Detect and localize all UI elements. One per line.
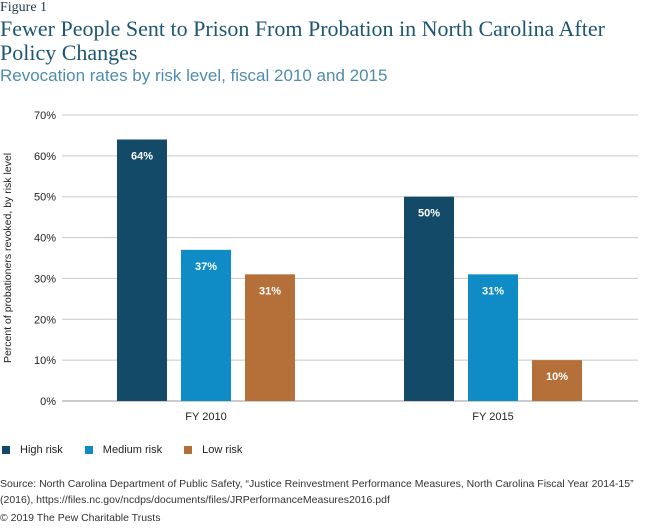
- y-tick-label: 0%: [40, 396, 56, 408]
- bar-data-label: 31%: [259, 285, 281, 297]
- bar-high-risk-fy-2015: [404, 196, 454, 401]
- x-tick-labels: FY 2010 FY 2015: [185, 411, 513, 423]
- y-tick-label: 60%: [34, 151, 56, 163]
- y-tick-label: 30%: [34, 273, 56, 285]
- x-tick-label: FY 2010: [185, 411, 226, 423]
- y-tick-labels: 0% 10% 20% 30% 40% 50% 60% 70%: [34, 110, 56, 408]
- legend-item-high-risk: High risk: [2, 444, 63, 456]
- bar-data-label: 64%: [131, 151, 153, 163]
- x-tick-label: FY 2015: [472, 411, 513, 423]
- legend-label: Low risk: [202, 444, 243, 456]
- chart-title: Fewer People Sent to Prison From Probati…: [0, 16, 605, 65]
- bar-data-labels: 64% 37% 31% 50% 31% 10%: [131, 151, 568, 384]
- legend: High risk Medium risk Low risk: [2, 444, 264, 456]
- bar-low-risk-fy-2010: [245, 274, 295, 401]
- y-tick-label: 40%: [34, 233, 56, 245]
- legend-item-medium-risk: Medium risk: [84, 444, 163, 456]
- y-tick-label: 70%: [34, 110, 56, 122]
- legend-swatch: [184, 446, 193, 454]
- y-tick-label: 20%: [34, 314, 56, 326]
- chart-subtitle: Revocation rates by risk level, fiscal 2…: [0, 66, 388, 85]
- bar-data-label: 31%: [482, 285, 504, 297]
- legend-swatch: [2, 446, 10, 454]
- bar-medium-risk-fy-2010: [181, 249, 231, 401]
- y-tick-label: 10%: [34, 355, 56, 367]
- bar-high-risk-fy-2010: [117, 139, 167, 401]
- legend-item-low-risk: Low risk: [184, 444, 242, 456]
- bar-medium-risk-fy-2015: [468, 274, 518, 401]
- bar-chart: 0% 10% 20% 30% 40% 50% 60% 70% 64% 37% 31% 50% 31% 1…: [34, 110, 638, 423]
- y-tick-label: 50%: [34, 192, 56, 204]
- bar-data-label: 50%: [418, 208, 440, 220]
- bar-data-label: 37%: [195, 261, 217, 273]
- legend-label: Medium risk: [102, 444, 163, 456]
- copyright: © 2019 The Pew Charitable Trusts: [0, 512, 161, 524]
- legend-label: High risk: [20, 444, 63, 456]
- legend-swatch: [84, 446, 93, 454]
- bar-data-label: 10%: [546, 371, 568, 383]
- source-note: Source: North Carolina Department of Pub…: [0, 478, 634, 506]
- figure-label: Figure 1: [0, 0, 48, 15]
- bars: [117, 139, 582, 401]
- bar-low-risk-fy-2015: [532, 360, 582, 401]
